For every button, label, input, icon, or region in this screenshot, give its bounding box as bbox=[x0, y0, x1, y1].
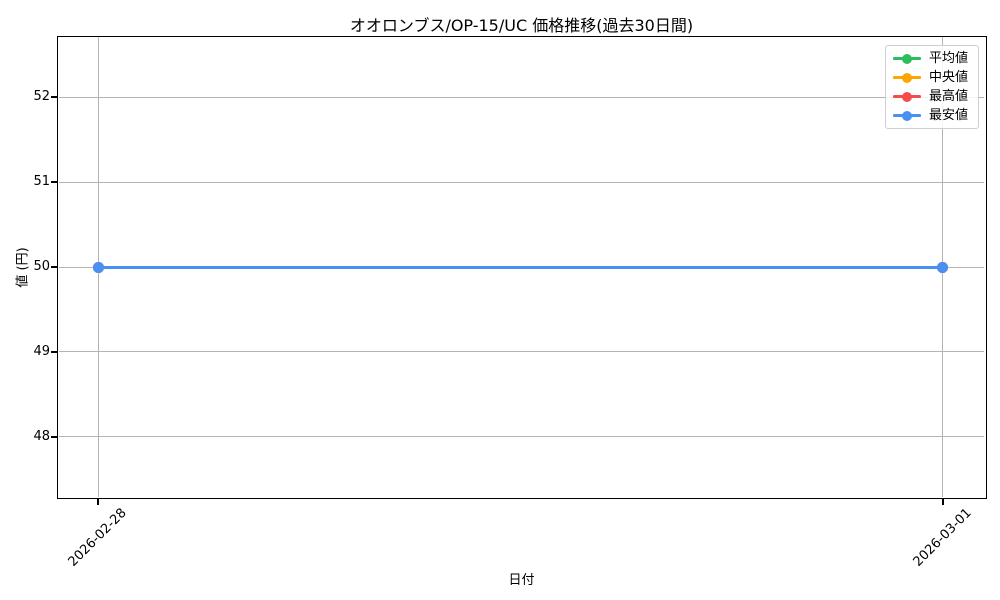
legend-line-marker-icon bbox=[893, 110, 921, 121]
y-gridline bbox=[59, 96, 984, 98]
legend-dot-marker-icon bbox=[902, 53, 912, 64]
data-line-最安値 bbox=[98, 265, 943, 269]
legend-item: 最高値 bbox=[886, 87, 978, 106]
y-tick-label: 49 bbox=[33, 343, 50, 359]
legend-item-label: 最安値 bbox=[929, 108, 969, 123]
legend-line-marker-icon bbox=[893, 53, 921, 64]
legend-item: 最安値 bbox=[886, 106, 978, 125]
y-tick-mark bbox=[51, 181, 58, 183]
legend-dot-marker-icon bbox=[902, 110, 912, 121]
legend-item-label: 最高値 bbox=[929, 89, 969, 104]
x-tick-mark bbox=[97, 498, 99, 505]
y-tick-mark bbox=[51, 351, 58, 353]
y-tick-label: 50 bbox=[33, 259, 50, 274]
y-tick-label: 51 bbox=[33, 174, 50, 190]
legend-dot-marker-icon bbox=[902, 91, 912, 102]
legend-line-marker-icon bbox=[893, 72, 921, 83]
chart-title: オオロンブス/OP-15/UC 価格推移(過去30日間) bbox=[349, 16, 694, 35]
y-gridline bbox=[59, 181, 984, 183]
legend-line-marker-icon bbox=[893, 91, 921, 102]
y-tick-label: 48 bbox=[33, 428, 50, 444]
legend-dot-marker-icon bbox=[902, 72, 912, 83]
y-gridline bbox=[59, 436, 984, 438]
y-tick-mark bbox=[51, 266, 58, 268]
data-point-marker bbox=[937, 261, 949, 273]
y-tick-mark bbox=[51, 435, 58, 438]
legend-item: 中央値 bbox=[886, 68, 978, 87]
y-gridline bbox=[59, 351, 984, 353]
x-tick-mark bbox=[942, 498, 944, 505]
y-tick-mark bbox=[51, 96, 58, 99]
data-point-marker bbox=[92, 261, 104, 273]
y-tick-label: 52 bbox=[33, 89, 50, 105]
x-axis-label: 日付 bbox=[508, 573, 535, 588]
legend-item-label: 中央値 bbox=[929, 70, 969, 85]
legend: 平均値中央値最高値最安値 bbox=[885, 45, 979, 129]
legend-item-label: 平均値 bbox=[929, 51, 969, 66]
legend-item: 平均値 bbox=[886, 49, 978, 68]
